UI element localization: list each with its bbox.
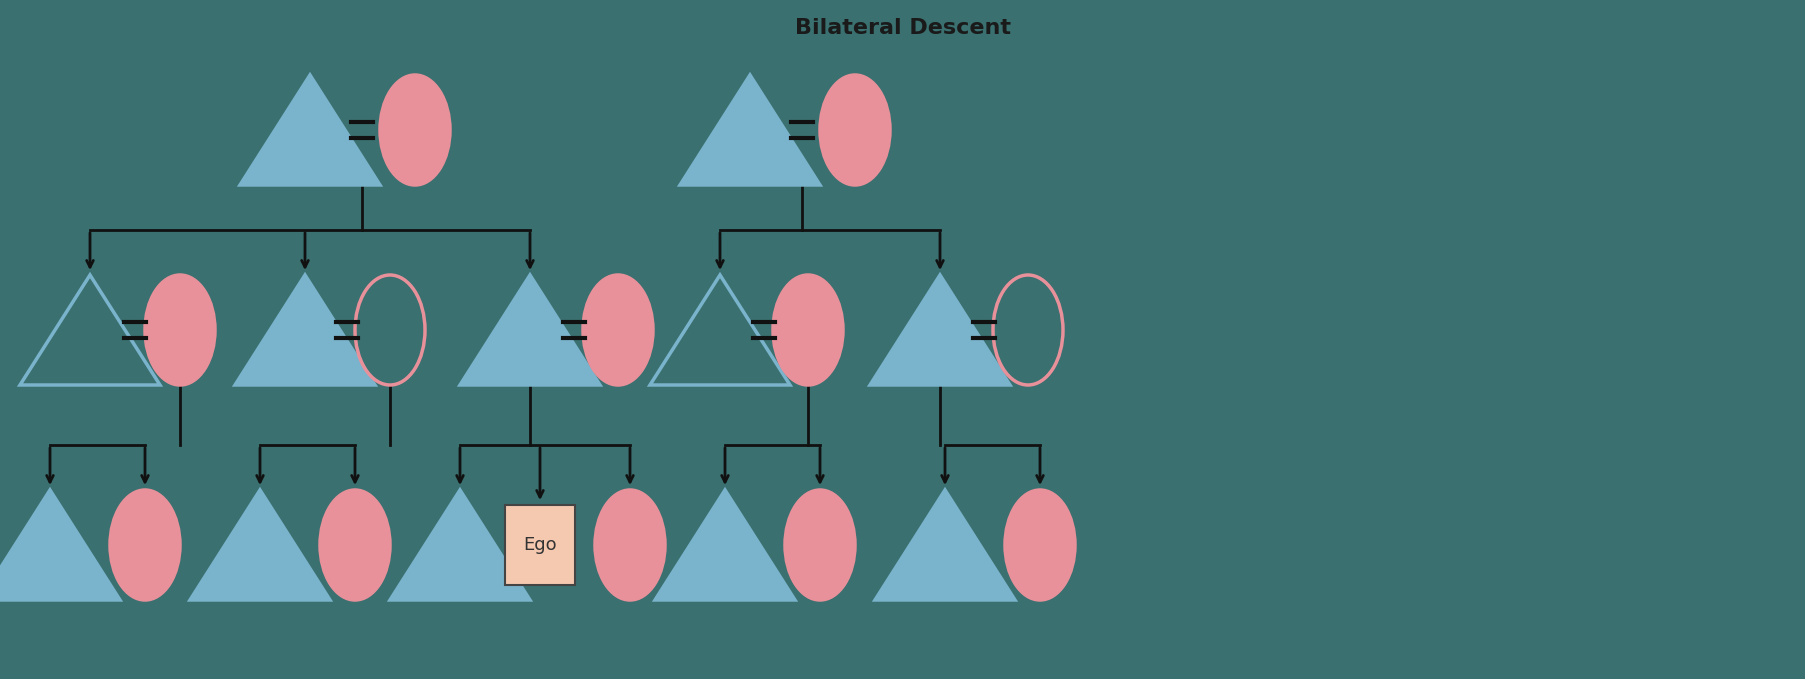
Ellipse shape [594, 490, 664, 600]
Polygon shape [460, 275, 599, 385]
Polygon shape [870, 275, 1009, 385]
Polygon shape [655, 490, 794, 600]
Polygon shape [240, 75, 379, 185]
Ellipse shape [583, 275, 653, 385]
FancyBboxPatch shape [505, 505, 574, 585]
Polygon shape [235, 275, 375, 385]
Polygon shape [390, 490, 529, 600]
Ellipse shape [144, 275, 215, 385]
Polygon shape [0, 490, 119, 600]
Ellipse shape [319, 490, 390, 600]
Ellipse shape [110, 490, 180, 600]
Text: Bilateral Descent: Bilateral Descent [794, 18, 1011, 38]
Ellipse shape [773, 275, 843, 385]
Polygon shape [680, 75, 819, 185]
Ellipse shape [819, 75, 890, 185]
Ellipse shape [1004, 490, 1074, 600]
Ellipse shape [785, 490, 854, 600]
Polygon shape [190, 490, 330, 600]
Text: Ego: Ego [523, 536, 556, 554]
Polygon shape [874, 490, 1014, 600]
Ellipse shape [379, 75, 449, 185]
